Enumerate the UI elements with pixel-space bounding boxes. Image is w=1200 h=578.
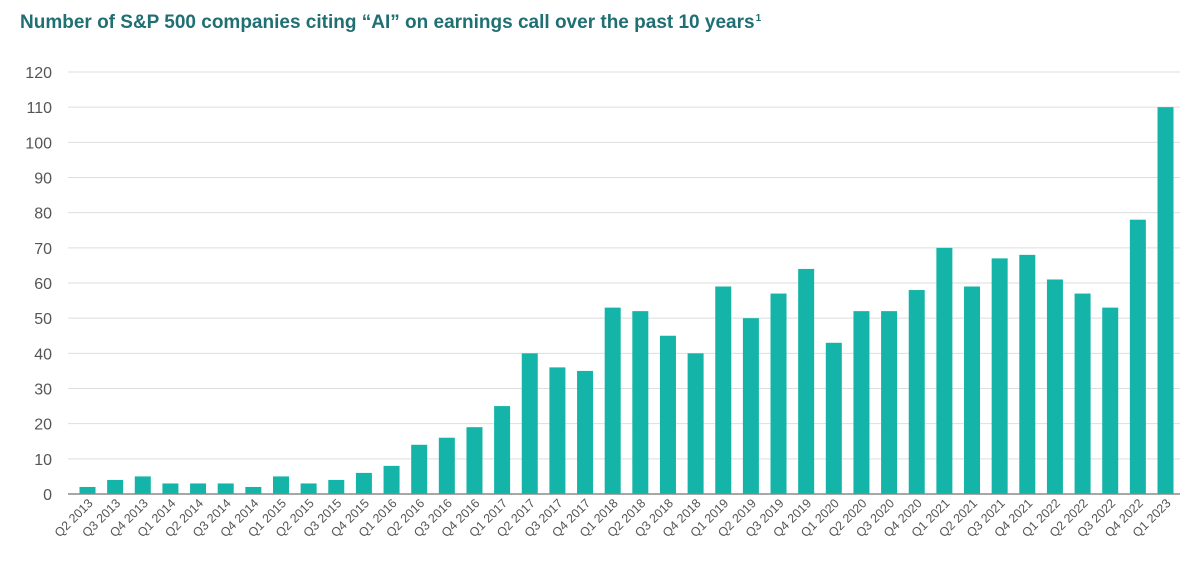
bar [217,483,234,494]
y-tick-label: 120 [25,65,52,82]
bar [964,286,981,494]
bar [300,483,317,494]
bar [355,472,372,494]
bar [107,479,124,494]
bar [659,335,676,494]
bar [328,479,345,494]
bar [1102,307,1119,494]
bar [494,406,511,494]
y-tick-label: 110 [26,100,52,117]
gridlines [68,71,1180,460]
y-tick-label: 20 [34,417,52,434]
bar [79,486,96,494]
y-tick-label: 60 [34,276,52,293]
bar [687,353,704,494]
bar [742,318,759,494]
bar [632,311,649,494]
y-tick-label: 50 [34,311,52,328]
chart-title-footnote: 1 [755,12,762,24]
bar [438,437,455,494]
bar [1074,293,1091,494]
bar [715,286,732,494]
bar [853,311,870,494]
bar [770,293,787,494]
bar [272,476,289,494]
bar [825,342,842,494]
y-tick-label: 40 [34,346,52,363]
y-tick-label: 0 [43,487,52,504]
bar [1019,254,1036,494]
y-tick-label: 100 [25,135,52,152]
bar [881,311,898,494]
bar [134,476,151,494]
bar [1157,107,1174,495]
bar [908,290,925,494]
bar [190,483,207,494]
y-axis-ticks: 0 10 20 30 40 50 60 70 80 90 100 110 120 [25,65,52,504]
chart-title-text: Number of S&P 500 companies citing “AI” … [20,12,755,33]
bar [577,370,594,494]
bar [466,427,483,494]
bar [549,367,566,494]
bar [991,258,1008,494]
bar [521,353,538,494]
bar [1129,219,1146,494]
y-tick-label: 70 [34,241,52,258]
bar [1046,279,1063,494]
bar [411,444,428,494]
y-tick-label: 90 [34,171,52,188]
bar [604,307,621,494]
bars [79,107,1174,495]
y-tick-label: 80 [34,206,52,223]
bar [936,247,953,494]
bar [162,483,179,494]
bar [383,465,400,494]
bar [798,268,815,494]
chart-title: Number of S&P 500 companies citing “AI” … [20,12,761,34]
y-tick-label: 30 [34,382,52,399]
y-tick-label: 10 [34,452,52,469]
bar [245,486,262,494]
